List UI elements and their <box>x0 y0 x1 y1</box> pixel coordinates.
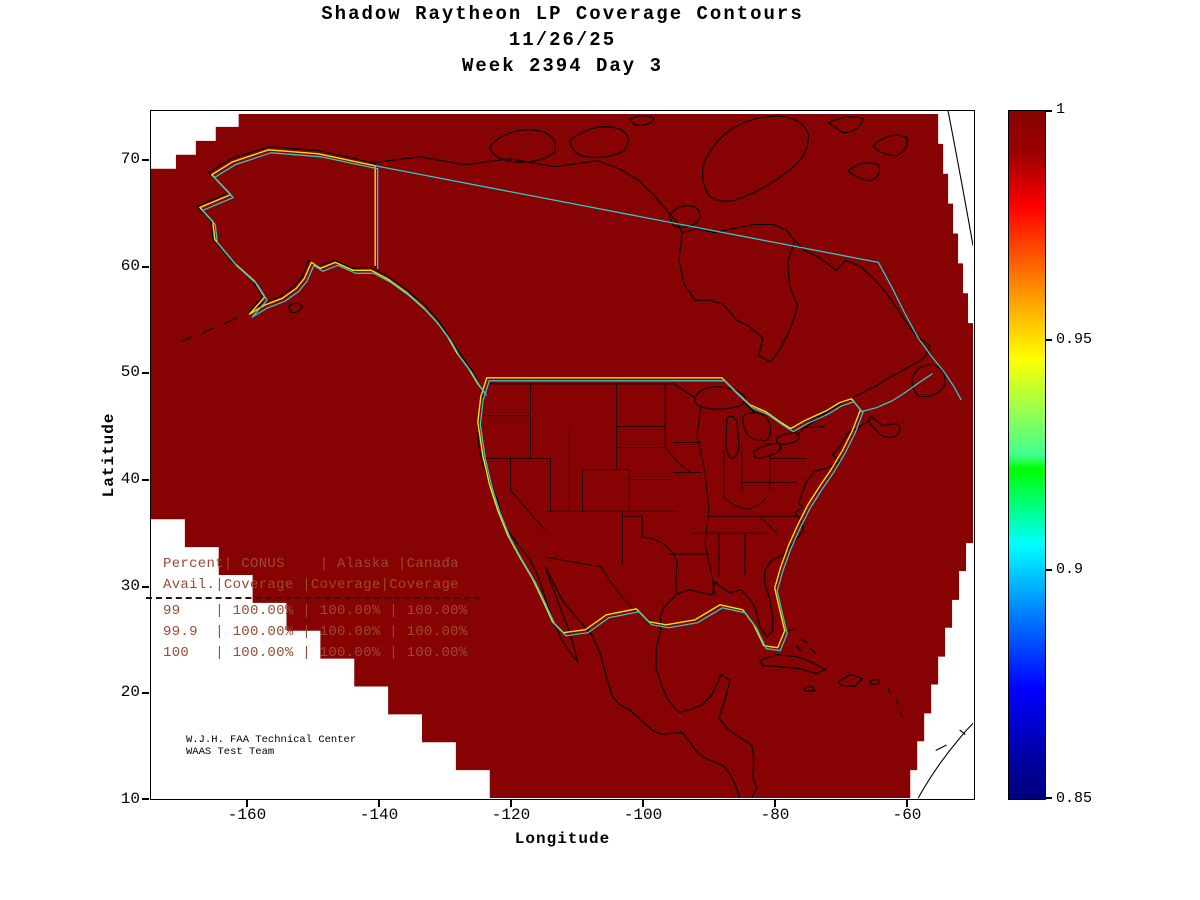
credit-line-1: W.J.H. FAA Technical Center <box>186 734 357 746</box>
x-tick-label: -160 <box>227 806 267 824</box>
plot-area <box>150 110 975 800</box>
pacific-coastline <box>449 337 741 799</box>
availability-table-row-100: 100 | 100.00% | 100.00% | 100.00% <box>163 645 468 661</box>
y-tick-mark <box>142 692 149 694</box>
contour-cyan <box>201 152 962 652</box>
colorbar-tick-mark <box>1046 110 1052 112</box>
colorbar-tick-mark <box>1046 797 1052 799</box>
st-lawrence-river <box>803 385 877 427</box>
x-tick-mark <box>246 800 248 807</box>
coastlines <box>181 110 974 799</box>
plot-title-week-day: Week 2394 Day 3 <box>461 55 664 77</box>
arctic-islands <box>489 115 908 228</box>
y-tick-label: 20 <box>120 683 140 701</box>
state-borders <box>482 383 807 630</box>
availability-table-header-1: Percent| CONUS | Alaska |Canada <box>163 556 459 572</box>
y-axis-label: Latitude <box>100 412 118 498</box>
lake-michigan <box>725 415 740 460</box>
colorbar-label: 0.9 <box>1056 561 1084 578</box>
colorbar-tick-mark <box>1046 569 1052 571</box>
lake-superior <box>694 386 746 410</box>
conus-contour-cyan <box>479 380 864 652</box>
cuba <box>759 654 827 675</box>
lake-ontario <box>775 432 800 445</box>
greenland-coastline <box>947 110 974 246</box>
colorbar-label: 0.95 <box>1056 331 1093 348</box>
x-tick-label: -100 <box>623 806 663 824</box>
y-tick-mark <box>142 479 149 481</box>
x-tick-label: -60 <box>892 806 922 824</box>
x-tick-label: -120 <box>491 806 531 824</box>
x-tick-label: -80 <box>760 806 790 824</box>
hudson-bay <box>678 231 799 363</box>
coverage-region <box>151 113 973 799</box>
credit-line-2: WAAS Test Team <box>186 746 275 758</box>
x-tick-label: -140 <box>359 806 399 824</box>
puerto-rico <box>869 678 880 686</box>
y-tick-mark <box>142 372 149 374</box>
x-tick-mark <box>510 800 512 807</box>
coverage-map-svg <box>151 110 974 799</box>
x-tick-mark <box>378 800 380 807</box>
colorbar-label: 0.85 <box>1056 790 1093 807</box>
lake-erie <box>752 442 782 459</box>
alaska-contour-cyan <box>201 152 487 396</box>
arctic-coastline <box>371 156 683 234</box>
x-tick-mark <box>774 800 776 807</box>
availability-table-header-2: Avail.|Coverage |Coverage|Coverage <box>163 577 459 593</box>
newfoundland <box>911 364 946 398</box>
hudson-bay-north-rim <box>681 223 796 241</box>
y-tick-label: 30 <box>120 577 140 595</box>
kodiak-island <box>287 302 303 314</box>
labrador-coastline <box>794 239 931 387</box>
colorbar <box>1008 110 1046 800</box>
x-tick-mark <box>906 800 908 807</box>
aleutian-islands <box>181 317 238 342</box>
nova-scotia <box>867 415 901 438</box>
y-tick-label: 10 <box>120 790 140 808</box>
y-tick-label: 40 <box>120 470 140 488</box>
y-tick-label: 70 <box>120 150 140 168</box>
availability-table-separator <box>146 597 480 599</box>
northeast-coast-contour-cyan <box>860 373 933 413</box>
atlantic-gulf-coastline <box>655 419 871 799</box>
colorbar-label: 1 <box>1056 101 1066 118</box>
x-tick-mark <box>642 800 644 807</box>
hispaniola <box>837 673 863 688</box>
canada-diagonal-contour-cyan <box>374 165 879 263</box>
us-canada-border <box>490 383 832 437</box>
y-tick-mark <box>142 586 149 588</box>
availability-table-row-99: 99 | 100.00% | 100.00% | 100.00% <box>163 603 468 619</box>
canada-east-contour-cyan <box>877 261 962 401</box>
bahamas-antilles <box>788 628 903 717</box>
plot-title: Shadow Raytheon LP Coverage Contours <box>321 3 804 25</box>
colorbar-tick-mark <box>1046 339 1052 341</box>
south-america-coastline <box>917 722 974 799</box>
lake-huron <box>742 412 772 442</box>
y-tick-label: 50 <box>120 363 140 381</box>
y-tick-mark <box>142 159 149 161</box>
plot-title-date: 11/26/25 <box>508 29 617 51</box>
jamaica <box>803 685 816 693</box>
y-tick-label: 60 <box>120 257 140 275</box>
y-tick-mark <box>142 798 149 800</box>
x-axis-label: Longitude <box>514 830 611 848</box>
y-tick-mark <box>142 266 149 268</box>
availability-table-row-99-9: 99.9 | 100.00% | 100.00% | 100.00% <box>163 624 468 640</box>
